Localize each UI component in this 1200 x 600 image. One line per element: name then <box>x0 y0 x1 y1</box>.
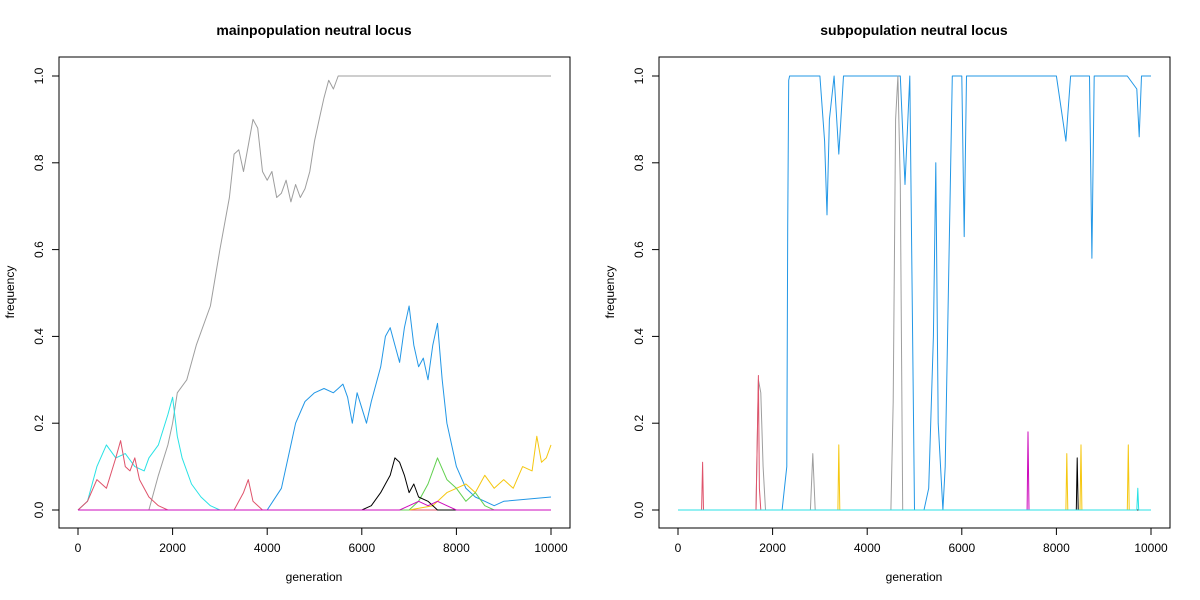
plot-frame <box>58 56 571 529</box>
y-tick-label: 0.4 <box>632 328 646 345</box>
y-axis-label: frequency <box>3 266 17 319</box>
series-group <box>678 75 1151 511</box>
series-line-1 <box>78 305 552 511</box>
x-tick-label: 2000 <box>159 541 186 555</box>
x-tick-label: 0 <box>75 541 82 555</box>
x-tick-label: 4000 <box>854 541 881 555</box>
x-tick-label: 2000 <box>759 541 786 555</box>
y-tick-label: 0.6 <box>632 241 646 258</box>
x-axis-label: generation <box>886 570 943 584</box>
y-tick-label: 1.0 <box>632 67 646 84</box>
series-line-4 <box>78 435 552 511</box>
series-line-7 <box>78 500 551 511</box>
x-tick-label: 8000 <box>443 541 470 555</box>
x-tick-label: 8000 <box>1043 541 1070 555</box>
y-tick-label: 0.0 <box>632 501 646 518</box>
x-axis-label: generation <box>286 570 343 584</box>
x-tick-label: 0 <box>675 541 682 555</box>
series-group <box>77 75 552 511</box>
y-axis: 0.0 0.2 0.4 0.6 0.8 1.0 <box>32 67 60 518</box>
x-tick-label: 6000 <box>348 541 375 555</box>
series-line-1 <box>678 75 1151 511</box>
x-tick-label: 6000 <box>948 541 975 555</box>
series-line-0 <box>678 75 1151 511</box>
x-tick-label: 10000 <box>1134 541 1168 555</box>
y-tick-label: 1.0 <box>32 67 46 84</box>
x-tick-label: 4000 <box>254 541 281 555</box>
x-tick-label: 10000 <box>534 541 568 555</box>
y-tick-label: 0.2 <box>32 415 46 432</box>
y-axis: 0.0 0.2 0.4 0.6 0.8 1.0 <box>632 67 660 518</box>
series-line-6 <box>78 457 551 511</box>
y-tick-label: 0.8 <box>632 154 646 171</box>
chart-panel-main: mainpopulation neutral locus 0.00.20.40.… <box>3 22 571 584</box>
series-line-0 <box>78 75 551 511</box>
y-tick-label: 0.8 <box>32 154 46 171</box>
series-line-6 <box>678 487 1151 511</box>
series-line-3 <box>77 440 551 511</box>
y-tick-label: 0.0 <box>32 501 46 518</box>
y-tick-label: 0.6 <box>32 241 46 258</box>
chart-title: mainpopulation neutral locus <box>216 22 411 38</box>
series-line-2 <box>77 396 551 511</box>
chart-panel-sub: subpopulation neutral locus 0.0 0.2 0.4 0.6… <box>603 22 1171 584</box>
y-tick-label: 0.4 <box>32 328 46 345</box>
y-axis-label: frequency <box>603 266 617 319</box>
x-axis: 0 2000 4000 6000 8000 10000 <box>675 527 1168 555</box>
chart-title: subpopulation neutral locus <box>820 22 1008 38</box>
y-tick-label: 0.2 <box>632 415 646 432</box>
x-axis: 0 2000 4000 6000 8000 10000 <box>75 527 568 555</box>
